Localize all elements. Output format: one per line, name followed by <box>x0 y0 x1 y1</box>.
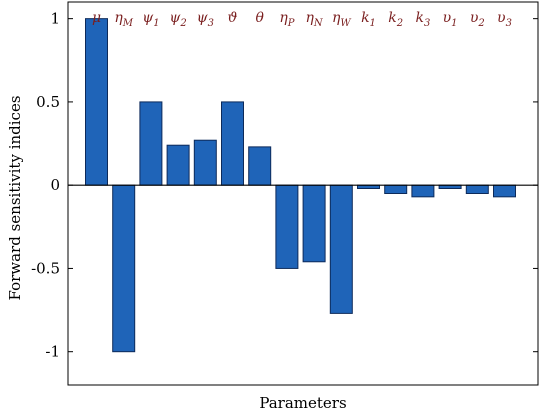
x-axis-title: Parameters <box>259 394 346 412</box>
bar-12 <box>384 184 408 195</box>
bars-group <box>85 18 516 353</box>
category-label: ηN <box>306 10 324 29</box>
plot-area <box>67 1 539 386</box>
bar-3 <box>139 101 163 186</box>
y-tick-label: 0.5 <box>36 93 60 111</box>
bar-2 <box>112 184 136 353</box>
category-label: ηM <box>114 10 133 29</box>
bar-1 <box>85 18 108 186</box>
category-label: μ <box>92 10 101 26</box>
bar-4 <box>166 144 190 186</box>
category-label: k3 <box>415 10 430 29</box>
category-label: θ <box>255 10 264 26</box>
plot-frame <box>67 1 539 386</box>
category-label: υ2 <box>470 10 485 29</box>
category-label: υ3 <box>497 10 512 29</box>
bar-16 <box>493 184 516 198</box>
category-label: ψ1 <box>142 10 159 29</box>
y-tick-label: -1 <box>45 343 60 361</box>
category-labels-group: μ ηM ψ1 ψ2 ψ3 ϑ θ ηP ηN ηW k1 k2 k3 υ1 υ2 υ3 <box>92 10 512 29</box>
bar-5 <box>193 139 217 186</box>
bar-13 <box>411 184 435 198</box>
bar-6 <box>221 101 244 186</box>
category-label: ψ3 <box>197 10 214 29</box>
y-tick-label: -0.5 <box>31 259 60 277</box>
y-tick-label: 0 <box>50 176 60 194</box>
category-label: ηP <box>279 10 294 29</box>
y-ticks-group: 1 0.5 0 -0.5 -1 <box>31 10 538 361</box>
category-label: ηW <box>332 10 351 29</box>
bar-10 <box>329 184 353 314</box>
bar-7 <box>248 146 272 186</box>
bar-9 <box>302 184 326 263</box>
category-label: k1 <box>361 10 376 29</box>
category-label: υ1 <box>443 10 458 29</box>
category-label: k2 <box>388 10 403 29</box>
category-label: ψ2 <box>169 10 186 29</box>
y-axis-title: Forward sensitivity indices <box>6 95 24 300</box>
category-label: ϑ <box>227 10 237 26</box>
bar-8 <box>275 184 299 269</box>
bar-15 <box>465 184 489 195</box>
y-tick-label: 1 <box>50 10 60 28</box>
